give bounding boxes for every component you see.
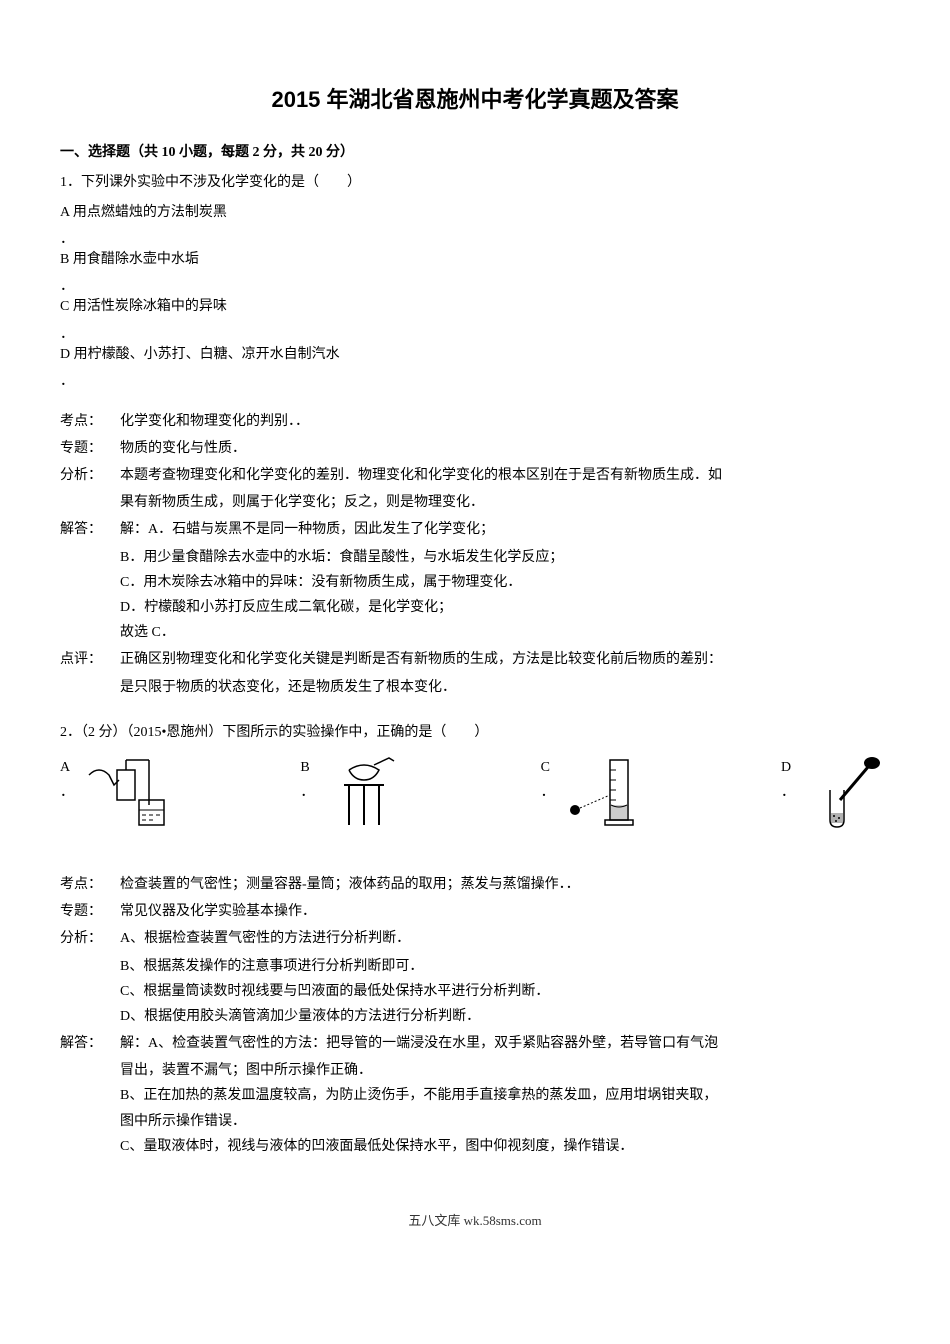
q2-label-c: C (541, 755, 555, 780)
dot: ． (60, 780, 74, 805)
fenxi-content-3: C、根据量筒读数时视线要与凹液面的最低处保持水平进行分析判断． (60, 979, 890, 1004)
fenxi-content-4: D、根据使用胶头滴管滴加少量液体的方法进行分析判断． (60, 1004, 890, 1029)
zhuanti-content: 常见仪器及化学实验基本操作． (120, 899, 890, 924)
jieda-content-2: 冒出，装置不漏气；图中所示操作正确． (60, 1058, 890, 1083)
kaodian-label: 考点： (60, 872, 120, 897)
q1-dianping: 点评： 正确区别物理变化和化学变化关键是判断是否有新物质的生成，方法是比较变化前… (60, 647, 890, 672)
q2-zhuanti: 专题： 常见仪器及化学实验基本操作． (60, 899, 890, 924)
q1-label-d: D (60, 347, 70, 362)
fenxi-content-2: B、根据蒸发操作的注意事项进行分析判断即可． (60, 954, 890, 979)
q1-label-b: B (60, 252, 69, 267)
q1-opta-text: 用点燃蜡烛的方法制炭黑 (73, 205, 227, 220)
q1-label-a: A (60, 205, 69, 220)
fenxi-content-2: 果有新物质生成，则属于化学变化；反之，则是物理变化． (60, 490, 890, 515)
q2-option-b: B ． (300, 755, 409, 830)
q1-kaodian: 考点： 化学变化和物理变化的判别．． (60, 409, 890, 434)
jieda-content-5: 故选 C． (60, 620, 890, 645)
dianping-label: 点评： (60, 647, 120, 672)
dot: ． (541, 780, 555, 805)
q2-label-b: B (300, 755, 314, 780)
fenxi-content-1: 本题考查物理变化和化学变化的差别．物理变化和化学变化的根本区别在于是否有新物质生… (120, 463, 890, 488)
q2-option-a: A ． (60, 755, 169, 830)
fenxi-content-1: A、根据检查装置气密性的方法进行分析判断． (120, 926, 890, 951)
page-title: 2015 年湖北省恩施州中考化学真题及答案 (60, 80, 890, 120)
q1-zhuanti: 专题： 物质的变化与性质． (60, 436, 890, 461)
q1-text: 1．下列课外实验中不涉及化学变化的是（ ） (60, 170, 890, 195)
apparatus-airtight-icon (79, 755, 169, 830)
q1-optb-text: 用食醋除水壶中水垢 (73, 252, 199, 267)
dropper-tube-icon (800, 755, 890, 830)
q1-optc-text: 用活性炭除冰箱中的异味 (73, 299, 227, 314)
zhuanti-content: 物质的变化与性质． (120, 436, 890, 461)
q1-option-c: C 用活性炭除冰箱中的异味 (60, 294, 890, 319)
jieda-label: 解答： (60, 517, 120, 542)
q2-text: 2．（2 分）（2015•恩施州）下图所示的实验操作中，正确的是（ ） (60, 720, 890, 745)
dianping-content-2: 是只限于物质的状态变化，还是物质发生了根本变化． (60, 675, 890, 700)
q1-fenxi: 分析： 本题考查物理变化和化学变化的差别．物理变化和化学变化的根本区别在于是否有… (60, 463, 890, 488)
jieda-content-3: B、正在加热的蒸发皿温度较高，为防止烫伤手，不能用手直接拿热的蒸发皿，应用坩埚钳… (60, 1083, 890, 1108)
zhuanti-label: 专题： (60, 436, 120, 461)
dot: ． (60, 227, 890, 245)
q1-jieda: 解答： 解：A．石蜡与炭黑不是同一种物质，因此发生了化学变化； (60, 517, 890, 542)
q2-option-c: C ． (541, 755, 650, 830)
zhuanti-label: 专题： (60, 899, 120, 924)
dianping-content-1: 正确区别物理变化和化学变化关键是判断是否有新物质的生成，方法是比较变化前后物质的… (120, 647, 890, 672)
q2-kaodian: 考点： 检查装置的气密性；测量容器-量筒；液体药品的取用；蒸发与蒸馏操作．． (60, 872, 890, 897)
q2-fenxi: 分析： A、根据检查装置气密性的方法进行分析判断． (60, 926, 890, 951)
jieda-content-4: D．柠檬酸和小苏打反应生成二氧化碳，是化学变化； (60, 595, 890, 620)
q2-label-d: D (781, 755, 795, 780)
evaporating-dish-icon (319, 755, 409, 830)
section-header: 一、选择题（共 10 小题，每题 2 分，共 20 分） (60, 140, 890, 165)
q2-label-a: A (60, 755, 74, 780)
dot: ． (60, 322, 890, 340)
kaodian-label: 考点： (60, 409, 120, 434)
jieda-content-5: C、量取液体时，视线与液体的凹液面最低处保持水平，图中仰视刻度，操作错误． (60, 1134, 890, 1159)
fenxi-label: 分析： (60, 463, 120, 488)
q1-optd-text: 用柠檬酸、小苏打、白糖、凉开水自制汽水 (74, 347, 340, 362)
jieda-content-2: B．用少量食醋除去水壶中的水垢：食醋呈酸性，与水垢发生化学反应； (60, 545, 890, 570)
page-footer: 五八文库 wk.58sms.com (60, 1209, 890, 1232)
fenxi-label: 分析： (60, 926, 120, 951)
dot: ． (781, 780, 795, 805)
dot: ． (60, 274, 890, 292)
q2-image-options: A ． B ． (60, 755, 890, 830)
dot: ． (60, 369, 890, 387)
q1-option-a: A 用点燃蜡烛的方法制炭黑 (60, 200, 890, 225)
jieda-content-4: 图中所示操作错误． (60, 1109, 890, 1134)
jieda-label: 解答： (60, 1031, 120, 1056)
q1-label-c: C (60, 299, 69, 314)
graduated-cylinder-icon (560, 755, 650, 830)
jieda-content-1: 解：A．石蜡与炭黑不是同一种物质，因此发生了化学变化； (120, 517, 890, 542)
jieda-content-3: C．用木炭除去冰箱中的异味：没有新物质生成，属于物理变化． (60, 570, 890, 595)
kaodian-content: 检查装置的气密性；测量容器-量筒；液体药品的取用；蒸发与蒸馏操作．． (120, 872, 890, 897)
q2-option-d: D ． (781, 755, 890, 830)
kaodian-content: 化学变化和物理变化的判别．． (120, 409, 890, 434)
q1-option-d: D 用柠檬酸、小苏打、白糖、凉开水自制汽水 (60, 342, 890, 367)
jieda-content-1: 解：A、检查装置气密性的方法：把导管的一端浸没在水里，双手紧贴容器外壁，若导管口… (120, 1031, 890, 1056)
q1-option-b: B 用食醋除水壶中水垢 (60, 247, 890, 272)
q2-jieda: 解答： 解：A、检查装置气密性的方法：把导管的一端浸没在水里，双手紧贴容器外壁，… (60, 1031, 890, 1056)
dot: ． (300, 780, 314, 805)
